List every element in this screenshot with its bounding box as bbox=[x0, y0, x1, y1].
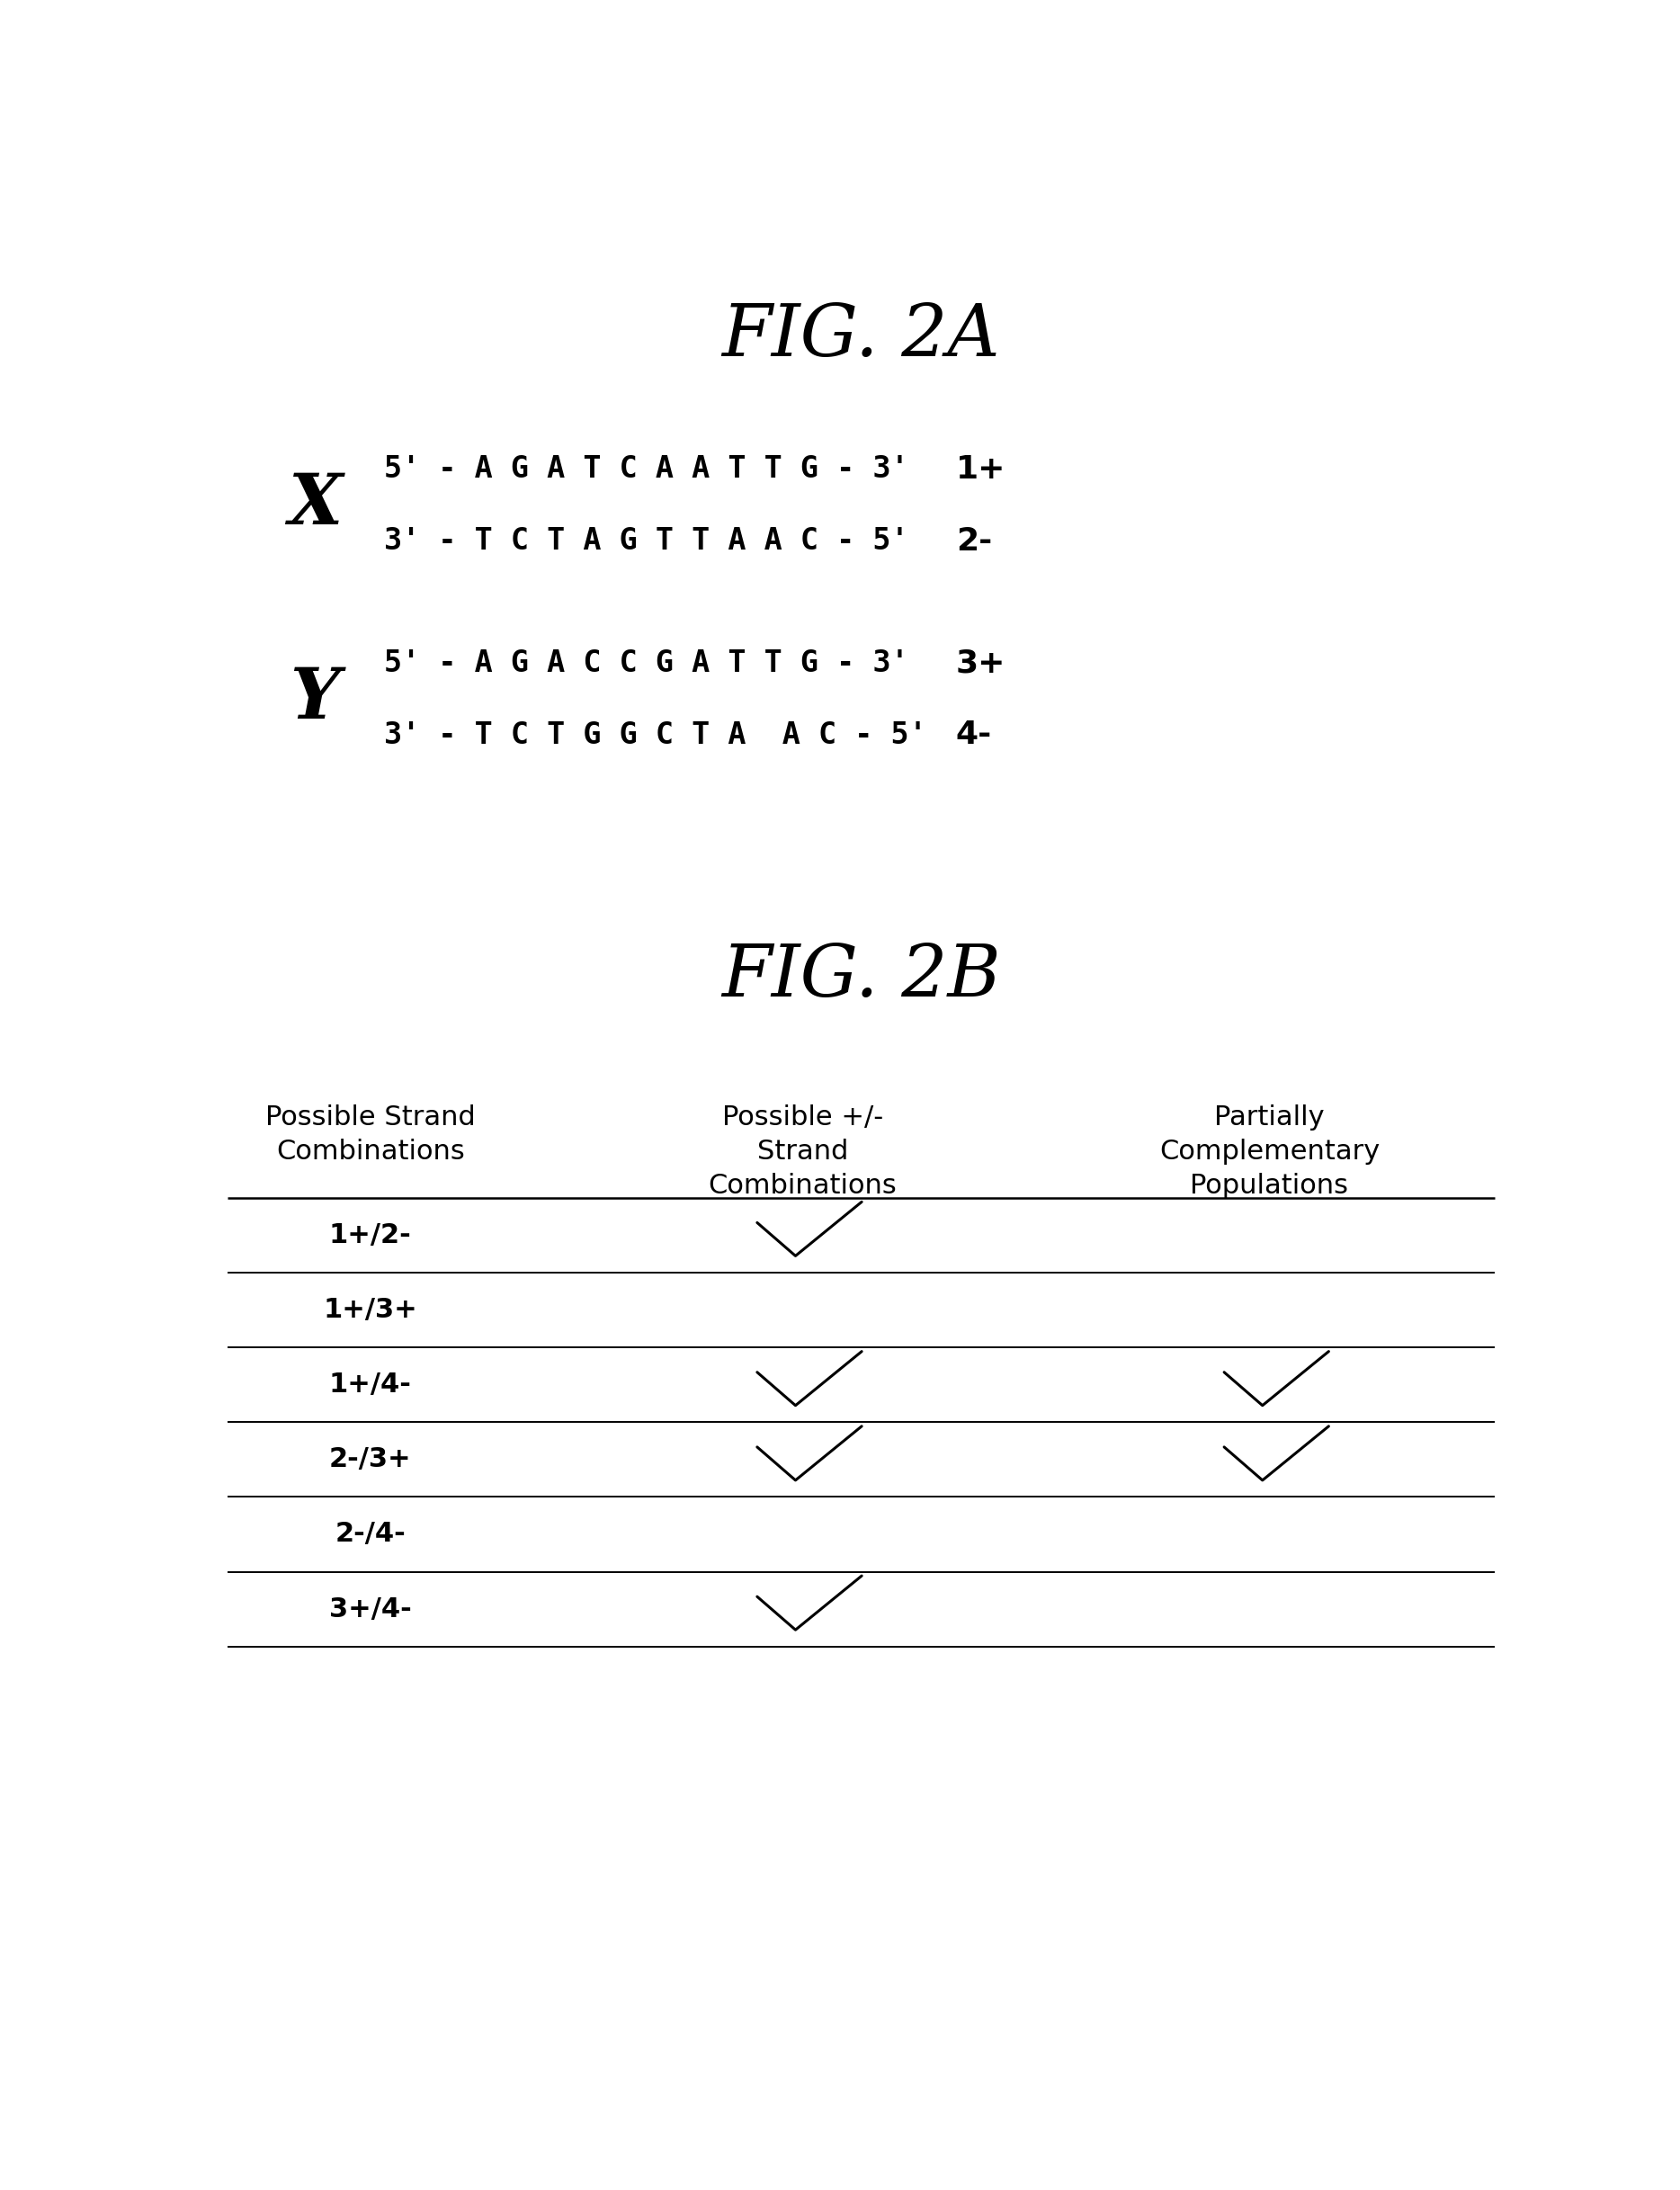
Text: 3' - T C T G G C T A  A C - 5': 3' - T C T G G C T A A C - 5' bbox=[385, 721, 927, 749]
Text: 1+: 1+ bbox=[956, 453, 1006, 484]
Text: FIG. 2A: FIG. 2A bbox=[722, 300, 1000, 370]
Text: 3+: 3+ bbox=[956, 648, 1006, 679]
Text: 2-/4-: 2-/4- bbox=[334, 1522, 407, 1548]
Text: Possible +/-
Strand
Combinations: Possible +/- Strand Combinations bbox=[709, 1104, 897, 1198]
Text: 2-: 2- bbox=[956, 526, 991, 556]
Text: 2-/3+: 2-/3+ bbox=[329, 1445, 412, 1472]
Text: 5' - A G A C C G A T T G - 3': 5' - A G A C C G A T T G - 3' bbox=[385, 648, 909, 679]
Text: 1+/3+: 1+/3+ bbox=[323, 1296, 417, 1323]
Text: 1+/2-: 1+/2- bbox=[329, 1222, 412, 1248]
Text: 4-: 4- bbox=[956, 721, 991, 751]
Text: X: X bbox=[287, 471, 341, 539]
Text: 1+/4-: 1+/4- bbox=[329, 1371, 412, 1397]
Text: Possible Strand
Combinations: Possible Strand Combinations bbox=[265, 1104, 475, 1165]
Text: 3+/4-: 3+/4- bbox=[329, 1597, 412, 1623]
Text: FIG. 2B: FIG. 2B bbox=[721, 942, 1001, 1012]
Text: 3' - T C T A G T T A A C - 5': 3' - T C T A G T T A A C - 5' bbox=[385, 526, 909, 556]
Text: 5' - A G A T C A A T T G - 3': 5' - A G A T C A A T T G - 3' bbox=[385, 453, 909, 484]
Text: Partially
Complementary
Populations: Partially Complementary Populations bbox=[1159, 1104, 1379, 1198]
Text: Y: Y bbox=[289, 666, 339, 734]
